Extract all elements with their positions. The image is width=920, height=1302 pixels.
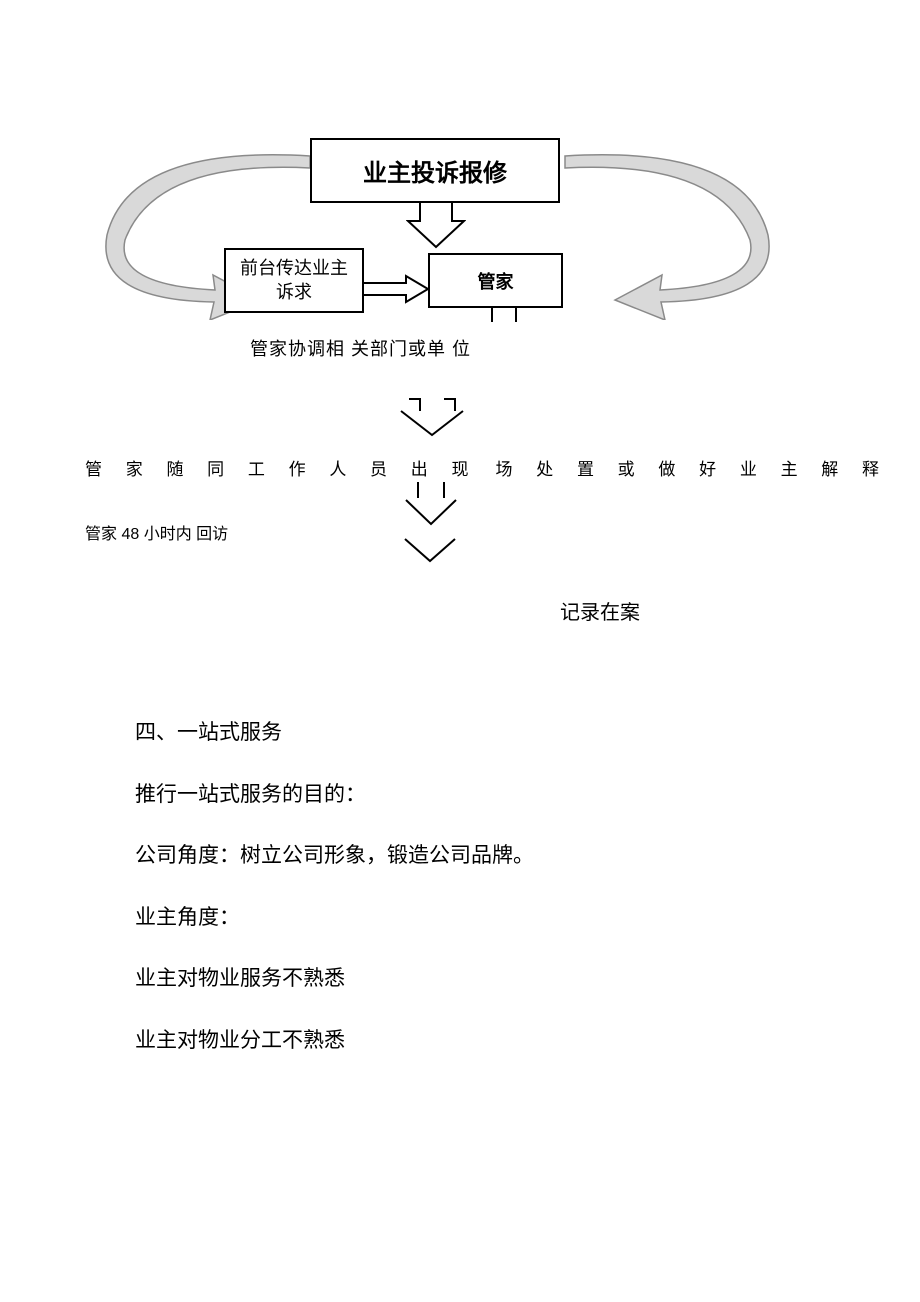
flow-title-box: 业主投诉报修 [310,138,560,203]
company-perspective: 公司角度：树立公司形象，锻造公司品牌。 [135,840,835,872]
purpose-label: 推行一站式服务的目的： [135,779,835,811]
arrow-down-icon [406,203,466,251]
chevron-down-icon [400,480,462,526]
section-heading: 四、一站式服务 [135,717,835,749]
butler-box: 管家 [428,253,563,308]
chevron-down-icon [400,535,460,565]
front-desk-text: 前台传达业主诉求 [236,257,352,304]
visit-label: 管家 48 小时内 回访 [85,520,228,544]
flow-diagram: 业主投诉报修 前台传达业主诉求 管家 管家协调相 关部门或单 位 管 家 随 同… [0,0,920,580]
butler-text: 管家 [478,268,514,294]
record-label: 记录在案 [560,596,640,625]
staff-action-label: 管 家 随 同 工 作 人 员 出 现 场 处 置 或 做 好 业 主 解 释 [85,455,884,480]
curve-arrow-right [550,150,780,320]
flow-title-text: 业主投诉报修 [363,153,507,188]
connector-down [491,308,517,322]
owner-perspective-label: 业主角度： [135,902,835,934]
arrow-right-icon [364,274,430,304]
front-desk-box: 前台传达业主诉求 [224,248,364,313]
chevron-down-icon [397,395,467,437]
coordinate-label: 管家协调相 关部门或单 位 [250,335,471,361]
owner-point-1: 业主对物业服务不熟悉 [135,963,835,995]
document-body: 四、一站式服务 推行一站式服务的目的： 公司角度：树立公司形象，锻造公司品牌。 … [135,717,835,1086]
owner-point-2: 业主对物业分工不熟悉 [135,1025,835,1057]
